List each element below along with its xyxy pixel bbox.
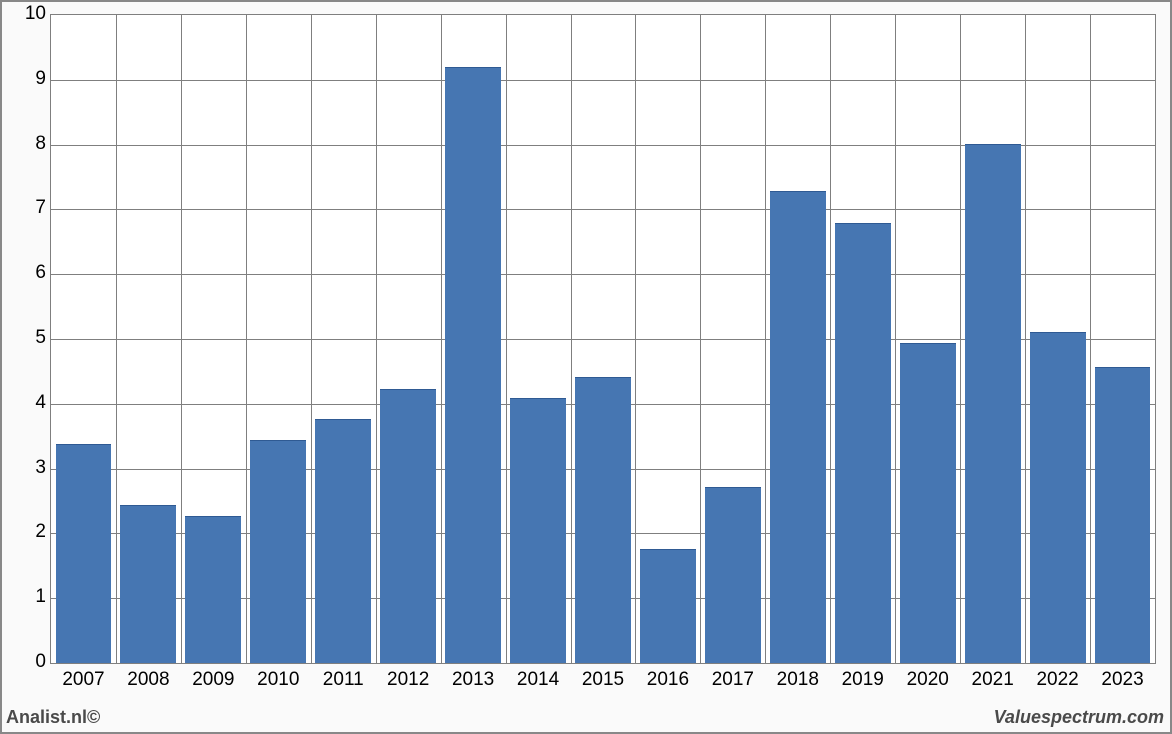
bar: [705, 487, 761, 663]
gridline-v: [376, 15, 377, 663]
bar: [575, 377, 631, 663]
gridline-v: [1090, 15, 1091, 663]
gridline-v: [830, 15, 831, 663]
gridline-v: [116, 15, 117, 663]
bar: [640, 549, 696, 663]
x-tick-label: 2007: [62, 669, 104, 691]
bar: [835, 223, 891, 663]
gridline-v: [506, 15, 507, 663]
gridline-v: [246, 15, 247, 663]
bar: [900, 343, 956, 663]
x-tick-label: 2017: [712, 669, 754, 691]
y-tick-label: 4: [16, 392, 46, 414]
y-tick-label: 3: [16, 457, 46, 479]
bar: [380, 389, 436, 663]
bar: [120, 505, 176, 663]
x-tick-label: 2022: [1036, 669, 1078, 691]
y-tick-label: 10: [16, 3, 46, 25]
y-tick-label: 8: [16, 133, 46, 155]
x-tick-label: 2016: [647, 669, 689, 691]
plot-area: 2007200820092010201120122013201420152016…: [50, 14, 1156, 664]
y-tick-label: 0: [16, 651, 46, 673]
bar: [965, 144, 1021, 663]
y-tick-label: 6: [16, 262, 46, 284]
gridline-v: [895, 15, 896, 663]
y-tick-label: 5: [16, 327, 46, 349]
x-tick-label: 2010: [257, 669, 299, 691]
x-tick-label: 2015: [582, 669, 624, 691]
bar: [510, 398, 566, 663]
gridline-v: [635, 15, 636, 663]
bar: [250, 440, 306, 663]
y-tick-label: 7: [16, 197, 46, 219]
gridline-h: [51, 80, 1155, 81]
chart-frame: 2007200820092010201120122013201420152016…: [0, 0, 1172, 734]
x-tick-label: 2023: [1101, 669, 1143, 691]
bar: [185, 516, 241, 663]
gridline-v: [765, 15, 766, 663]
y-tick-label: 2: [16, 521, 46, 543]
gridline-v: [441, 15, 442, 663]
gridline-v: [181, 15, 182, 663]
plot-wrap: 2007200820092010201120122013201420152016…: [12, 10, 1160, 700]
x-tick-label: 2020: [907, 669, 949, 691]
x-tick-label: 2014: [517, 669, 559, 691]
gridline-v: [1025, 15, 1026, 663]
x-tick-label: 2019: [842, 669, 884, 691]
gridline-v: [700, 15, 701, 663]
bar: [56, 444, 112, 663]
bar: [445, 67, 501, 663]
y-tick-label: 1: [16, 586, 46, 608]
gridline-v: [571, 15, 572, 663]
x-tick-label: 2018: [777, 669, 819, 691]
x-tick-label: 2008: [127, 669, 169, 691]
x-tick-label: 2011: [323, 669, 364, 691]
bar: [1030, 332, 1086, 663]
footer-left-text: Analist.nl©: [6, 707, 100, 728]
gridline-v: [960, 15, 961, 663]
bar: [770, 191, 826, 663]
gridline-v: [311, 15, 312, 663]
y-tick-label: 9: [16, 68, 46, 90]
bar: [315, 419, 371, 663]
x-tick-label: 2021: [972, 669, 1014, 691]
x-tick-label: 2013: [452, 669, 494, 691]
x-tick-label: 2009: [192, 669, 234, 691]
bar: [1095, 367, 1151, 663]
x-tick-label: 2012: [387, 669, 429, 691]
footer-right-text: Valuespectrum.com: [994, 707, 1164, 728]
